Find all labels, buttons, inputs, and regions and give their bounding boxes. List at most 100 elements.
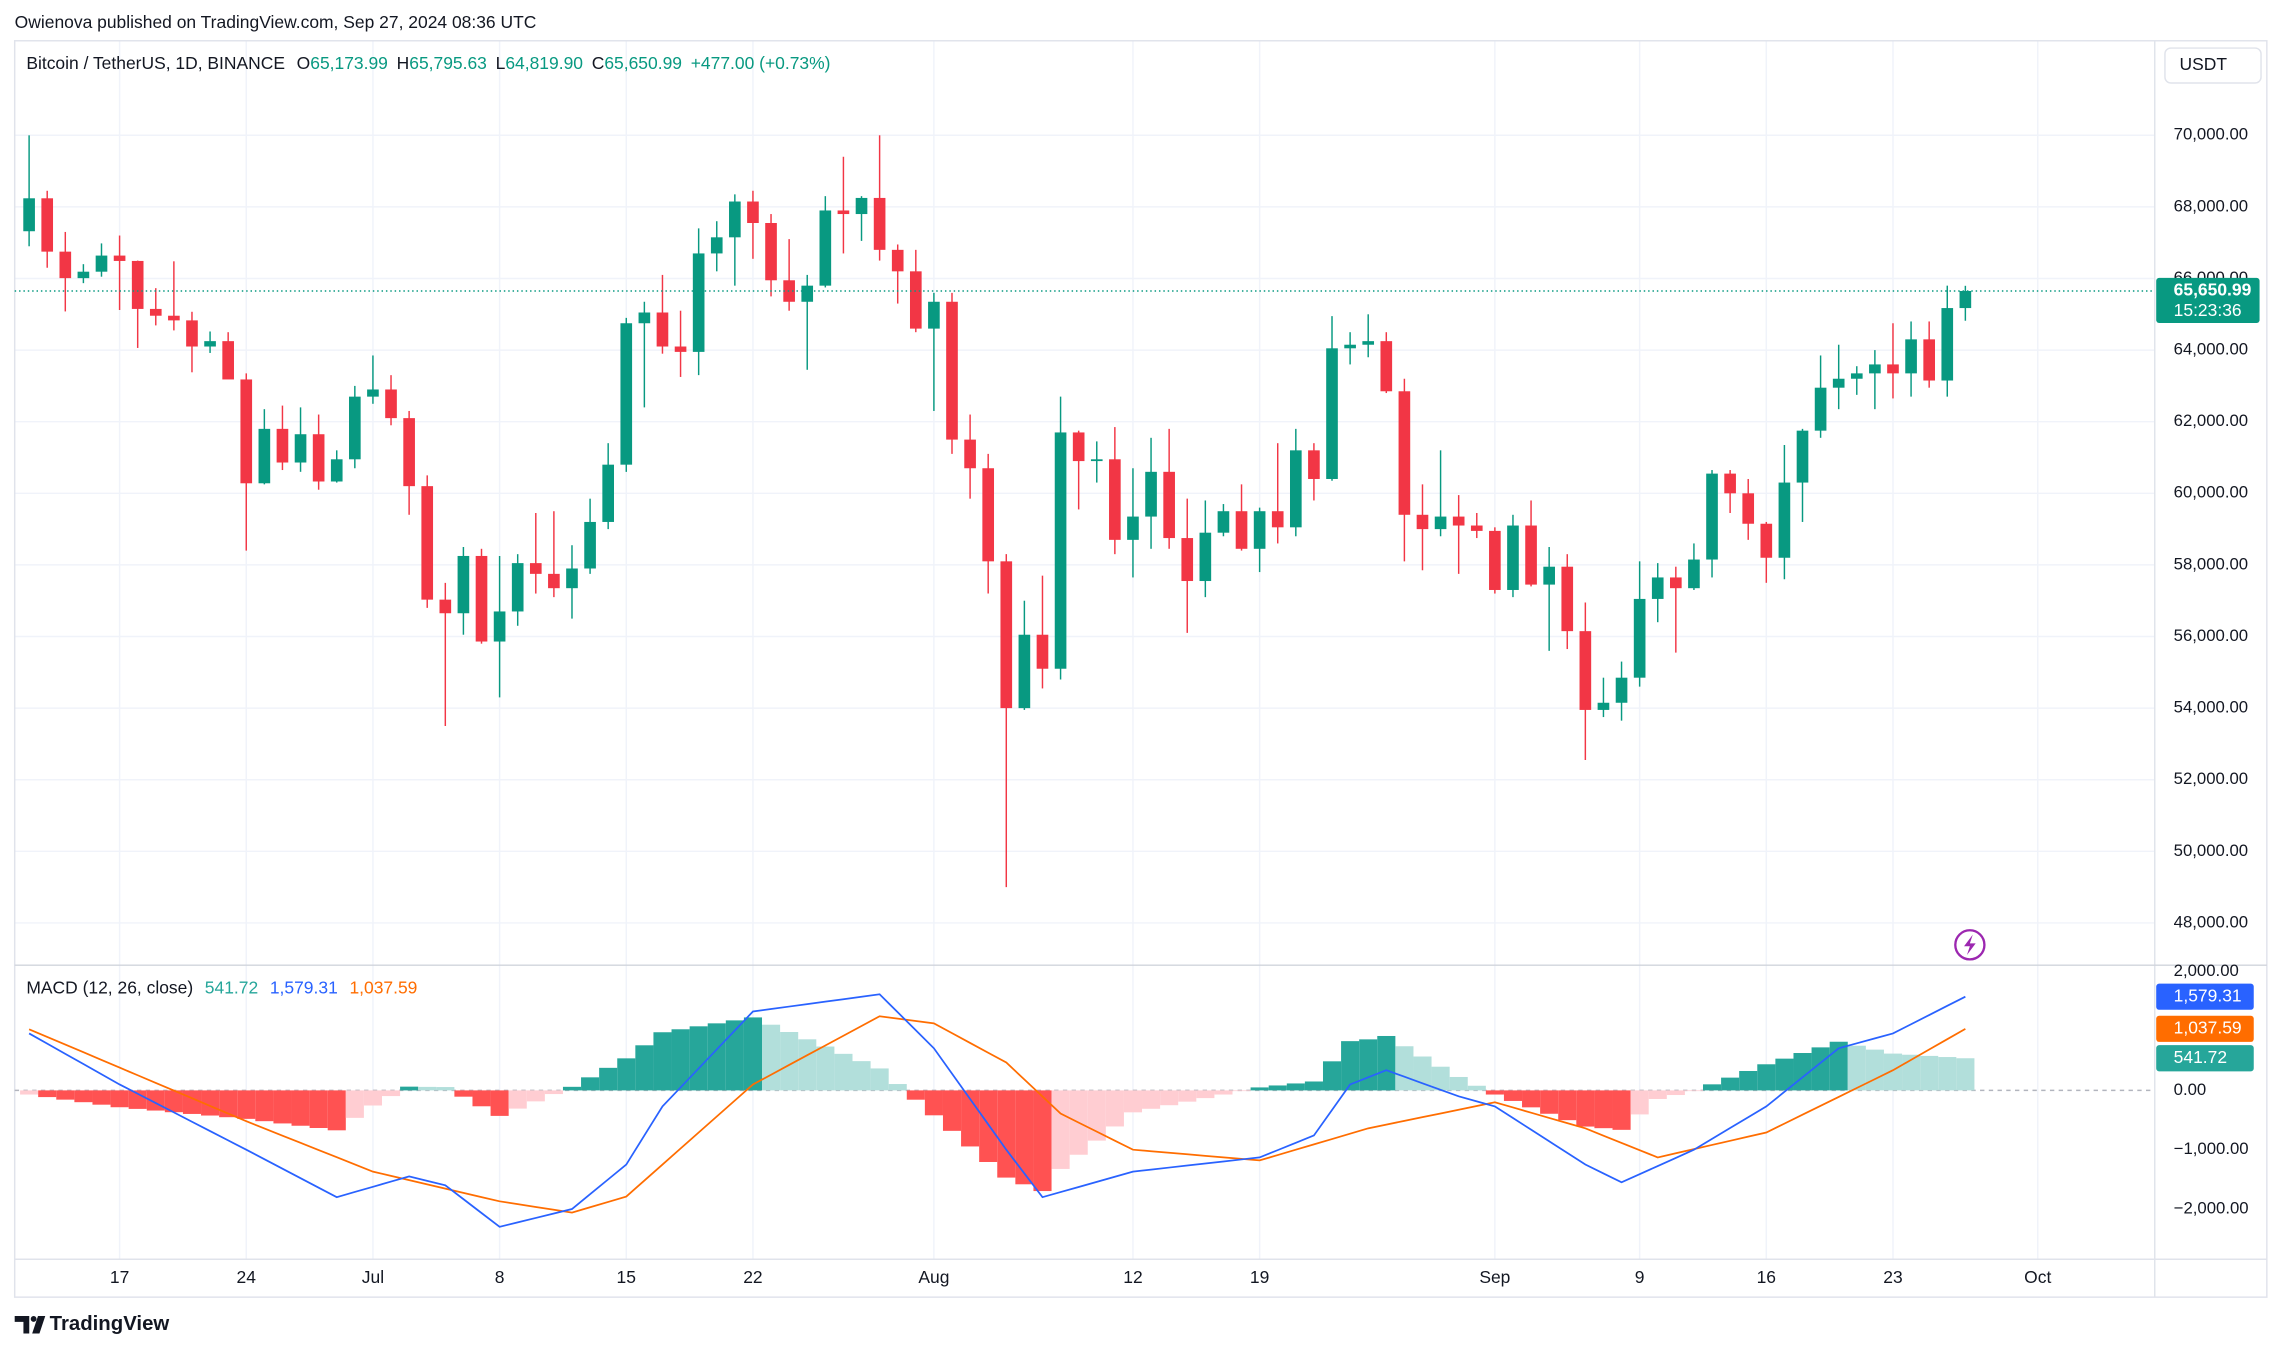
histogram-bar xyxy=(1341,1041,1360,1091)
candle-body xyxy=(1742,493,1755,524)
histogram-bar xyxy=(454,1090,473,1097)
histogram-bar xyxy=(128,1090,147,1109)
histogram-bar xyxy=(816,1046,835,1091)
candle-body xyxy=(729,201,741,238)
y-tick-label: −2,000.00 xyxy=(2174,1198,2249,1217)
histogram-bar xyxy=(1684,1090,1703,1092)
histogram-bar xyxy=(381,1090,401,1097)
histogram-bar xyxy=(762,1024,781,1091)
last-price-label: 65,650.99 xyxy=(2174,280,2252,300)
candle-body xyxy=(1814,387,1827,431)
candle-body xyxy=(1959,290,1972,309)
y-tick-label: 2,000.00 xyxy=(2174,961,2239,980)
histogram-bar xyxy=(1522,1090,1541,1108)
candle-body xyxy=(1018,634,1031,709)
histogram-bar xyxy=(400,1086,419,1091)
candle-body xyxy=(457,555,470,614)
macd-line xyxy=(28,993,1966,1228)
candle-body xyxy=(1525,525,1537,585)
candle-body xyxy=(1850,373,1863,379)
histogram-bar xyxy=(924,1090,943,1116)
histogram-bar xyxy=(1304,1081,1323,1091)
histogram-bar xyxy=(1956,1058,1975,1091)
currency-label[interactable]: USDT xyxy=(2179,54,2227,74)
histogram-bar xyxy=(1757,1064,1776,1091)
value-tag xyxy=(2156,1045,2254,1072)
histogram-bar xyxy=(110,1090,129,1108)
histogram-bar xyxy=(1377,1035,1396,1091)
histogram-bar xyxy=(1558,1090,1577,1121)
histogram-bar xyxy=(1268,1085,1287,1091)
candle-body xyxy=(1597,702,1610,710)
histogram-bar xyxy=(1739,1070,1758,1091)
candle-body xyxy=(1724,473,1736,494)
y-tick-label: 54,000.00 xyxy=(2174,698,2248,717)
histogram-bar xyxy=(1359,1039,1378,1091)
candle-body xyxy=(1796,430,1809,483)
candle-body xyxy=(1253,511,1266,549)
candle-body xyxy=(1398,391,1411,515)
histogram-bar xyxy=(1485,1090,1504,1095)
candle-body xyxy=(837,210,850,215)
candle-body xyxy=(403,418,415,487)
candle-body xyxy=(77,271,90,279)
candle-body xyxy=(131,260,144,309)
candle-body xyxy=(1434,516,1447,530)
candle-body xyxy=(566,568,578,589)
published-note: Owienova published on TradingView.com, S… xyxy=(15,12,537,32)
ohlc-value: 64,819.90 xyxy=(505,53,583,73)
histogram-bar xyxy=(1467,1085,1486,1091)
histogram-bar xyxy=(38,1090,57,1098)
histogram-bar xyxy=(1630,1090,1649,1115)
histogram-bar xyxy=(562,1086,582,1091)
candle-body xyxy=(946,301,958,440)
logo xyxy=(14,1316,46,1334)
histogram-bar xyxy=(20,1090,39,1095)
candle-body xyxy=(584,521,596,569)
candle-body xyxy=(475,555,488,642)
histogram-bar xyxy=(1105,1090,1124,1127)
histogram-bar xyxy=(1938,1057,1957,1091)
x-tick-label: 8 xyxy=(495,1267,505,1287)
candle-body xyxy=(367,389,379,397)
histogram-bar xyxy=(1015,1090,1034,1185)
histogram-bar xyxy=(1503,1090,1523,1101)
candle-body xyxy=(674,346,687,352)
candle-body xyxy=(1887,364,1899,374)
histogram-bar xyxy=(581,1077,600,1091)
candle-body xyxy=(1054,432,1067,669)
histogram-bar xyxy=(1214,1090,1233,1095)
histogram-bar xyxy=(1902,1054,1921,1091)
candle-body xyxy=(1199,532,1212,582)
histogram-bar xyxy=(725,1020,744,1091)
histogram-bar xyxy=(1449,1076,1468,1091)
x-tick-label: 16 xyxy=(1757,1267,1776,1287)
candle-body xyxy=(222,341,234,380)
histogram-bar xyxy=(1178,1090,1197,1102)
symbol-legend: Bitcoin / TetherUS, 1D, BINANCE O65,173.9… xyxy=(26,53,830,73)
alert-icon[interactable] xyxy=(1954,929,1986,961)
histogram-bar xyxy=(291,1090,310,1126)
histogram-bar xyxy=(255,1090,274,1122)
value-tag-label: 1,037.59 xyxy=(2174,1017,2242,1037)
currency-button[interactable] xyxy=(2164,47,2262,84)
histogram-bar xyxy=(599,1067,618,1091)
alert-bolt[interactable] xyxy=(1964,934,1976,956)
candle-body xyxy=(909,271,922,329)
candle-body xyxy=(1000,561,1013,709)
candle-body xyxy=(1072,432,1085,462)
x-tick-label: 17 xyxy=(110,1267,129,1287)
histogram-bar xyxy=(1775,1058,1794,1091)
candle-body xyxy=(638,312,651,324)
histogram-bar xyxy=(201,1090,220,1116)
candle-body xyxy=(1271,511,1284,528)
histogram-bar xyxy=(780,1032,799,1091)
candle-body xyxy=(330,459,343,482)
histogram-bar xyxy=(1865,1049,1884,1091)
candle-body xyxy=(349,396,361,460)
histogram-bar xyxy=(1829,1041,1848,1091)
candle-body xyxy=(385,389,397,419)
histogram-bar xyxy=(979,1090,998,1162)
candle-body xyxy=(819,210,832,286)
